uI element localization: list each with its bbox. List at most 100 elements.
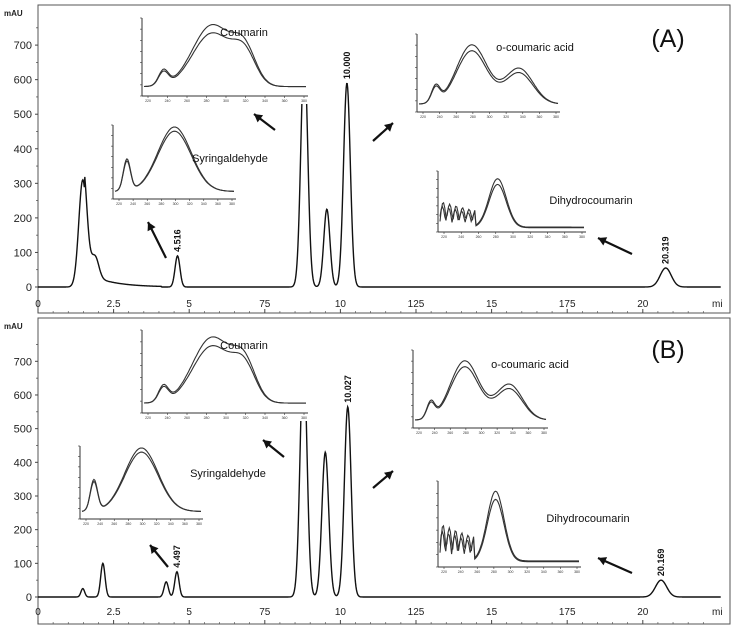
inset-x-tick-label: 380 xyxy=(553,115,559,119)
inset-x-tick-label: 280 xyxy=(491,570,497,574)
spectrum-line-lower xyxy=(439,498,579,563)
inset-x-tick-label: 280 xyxy=(470,115,476,119)
inset-label-box: Coumarin xyxy=(220,27,268,39)
inset-label-box: Syringaldehyde xyxy=(192,153,268,165)
inset-x-tick-label: 340 xyxy=(545,235,551,239)
y-tick-label: 400 xyxy=(14,144,32,156)
y-tick-label: 600 xyxy=(14,390,32,402)
inset-label-box: Syringaldehyde xyxy=(190,468,266,480)
inset-x-tick-label: 220 xyxy=(145,99,151,103)
inset-x-tick-label: 320 xyxy=(187,202,193,206)
y-tick-label: 200 xyxy=(14,213,32,225)
spectrum-line-lower xyxy=(419,50,559,105)
y-tick-label: 200 xyxy=(14,525,32,537)
spectrum-line-upper xyxy=(439,178,584,228)
inset-x-tick-label: 300 xyxy=(173,202,179,206)
inset-label-box: o-coumaric acid xyxy=(496,42,574,54)
spectrum-line-lower xyxy=(81,451,201,512)
inset-x-tick-label: 380 xyxy=(541,431,547,435)
x-tick-label: 75 xyxy=(259,299,271,310)
inset-x-tick-label: 240 xyxy=(458,235,464,239)
inset-x-tick-label: 320 xyxy=(524,570,530,574)
y-tick-label: 700 xyxy=(14,356,32,368)
y-tick-label: 700 xyxy=(14,40,32,52)
inset-x-tick-label: 260 xyxy=(453,115,459,119)
x-tick-label: 175 xyxy=(559,299,576,310)
arrow-head xyxy=(254,114,264,123)
y-tick-label: 300 xyxy=(14,178,32,190)
inset-x-tick-label: 220 xyxy=(416,431,422,435)
arrow-head xyxy=(147,222,156,232)
arrow-head xyxy=(150,545,159,554)
peak-retention-label: 20.169 xyxy=(656,549,666,577)
inset-x-tick-label: 260 xyxy=(184,99,190,103)
arrow-head xyxy=(598,557,608,566)
inset-x-tick-label: 280 xyxy=(463,431,469,435)
x-tick-label: 20 xyxy=(637,299,649,310)
inset-label-box: Coumarin xyxy=(220,340,268,352)
y-tick-label: 500 xyxy=(14,109,32,121)
inset-x-tick-label: 380 xyxy=(229,202,235,206)
x-tick-label: 5 xyxy=(186,299,192,310)
inset-x-tick-label: 220 xyxy=(145,416,151,420)
inset-label: Syringaldehyde xyxy=(192,153,268,165)
inset-x-tick-label: 300 xyxy=(223,99,229,103)
panel-a: 0 100 200 300 400 500 600 700 mAU 0 2.5 5 75 10 125 15 1… xyxy=(4,4,731,314)
x-tick-label: 2.5 xyxy=(107,607,121,618)
y-unit-label: mAU xyxy=(4,322,23,331)
inset-x-tick-label: 240 xyxy=(458,570,464,574)
inset-x-tick-label: 340 xyxy=(262,99,268,103)
inset-x-tick-label: 260 xyxy=(144,202,150,206)
y-tick-label: 0 xyxy=(26,592,32,604)
spectrum-line-lower xyxy=(143,32,306,88)
spectrum-inset-syringaldehyde: 220 240 260 280 300 320 340 360 380 xyxy=(103,119,238,207)
x-tick-label: 175 xyxy=(559,607,576,618)
inset-x-tick-label: 300 xyxy=(140,522,146,526)
inset-x-tick-label: 340 xyxy=(510,431,516,435)
y-unit-label: mAU xyxy=(4,9,23,18)
spectrum-inset-dihydrocoumarin: 220 240 260 280 300 320 340 360 380 xyxy=(428,165,588,240)
spectrum-line-lower xyxy=(143,345,306,404)
peak-retention-label: 10.000 xyxy=(342,52,352,80)
inset-x-tick-label: 280 xyxy=(493,235,499,239)
inset-x-tick-label: 240 xyxy=(165,416,171,420)
inset-x-tick-label: 320 xyxy=(154,522,160,526)
inset-x-tick-label: 240 xyxy=(130,202,136,206)
inset-x-tick-label: 340 xyxy=(201,202,207,206)
x-tick-label: 125 xyxy=(408,607,425,618)
spectrum-line-lower xyxy=(439,183,584,229)
peak-retention-label: 4.516 xyxy=(173,229,183,252)
inset-x-tick-label: 360 xyxy=(562,235,568,239)
x-tick-label: 125 xyxy=(408,299,425,310)
inset-background xyxy=(70,440,205,527)
spectrum-inset-dihydrocoumarin: 220 240 260 280 300 320 340 360 380 xyxy=(428,475,583,575)
inset-x-tick-label: 240 xyxy=(165,99,171,103)
inset-x-tick-label: 240 xyxy=(432,431,438,435)
inset-background xyxy=(403,344,550,436)
inset-x-tick-label: 220 xyxy=(420,115,426,119)
peak-retention-label: 4.497 xyxy=(172,545,182,568)
inset-label: Dihydrocoumarin xyxy=(546,513,629,525)
inset-label: Coumarin xyxy=(220,27,268,39)
arrow-head xyxy=(384,123,393,132)
arrow-head xyxy=(263,440,272,449)
peak-retention-label: 20.319 xyxy=(661,236,671,264)
inset-x-tick-label: 340 xyxy=(262,416,268,420)
panel-b: 0 100 200 300 400 500 600 700 mAU 0 2.5 5 75 10 125 15 1… xyxy=(4,317,731,625)
inset-label-box: Dihydrocoumarin xyxy=(549,195,632,207)
x-tick-label: 0 xyxy=(35,299,41,310)
inset-x-tick-label: 280 xyxy=(204,99,210,103)
x-tick-label: 10 xyxy=(335,607,347,618)
spectrum-inset-coumarin: 220 240 260 280 300 320 340 360 380 xyxy=(132,324,310,421)
x-tick-label: 5 xyxy=(186,607,192,618)
x-unit-label: mi xyxy=(712,299,723,310)
inset-x-tick-label: 360 xyxy=(525,431,531,435)
spectrum-inset-o-coumaric-acid: 220 240 260 280 300 320 340 360 380 xyxy=(403,344,550,436)
x-tick-label: 15 xyxy=(486,299,498,310)
inset-x-tick-label: 240 xyxy=(437,115,443,119)
inset-x-tick-label: 300 xyxy=(487,115,493,119)
spectrum-line-upper xyxy=(439,490,579,562)
spectrum-inset-o-coumaric-acid: 220 240 260 280 300 320 340 360 380 xyxy=(407,28,562,120)
inset-x-tick-label: 320 xyxy=(527,235,533,239)
